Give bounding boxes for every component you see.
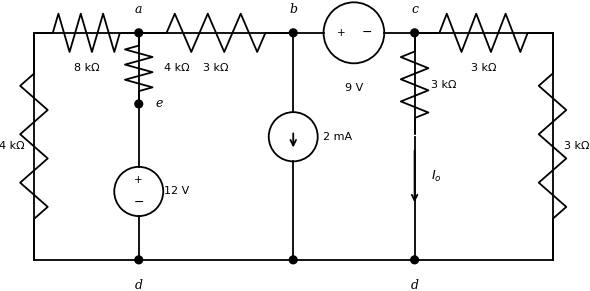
Text: −: − [362, 26, 372, 39]
Circle shape [135, 29, 143, 37]
Text: 12 V: 12 V [163, 187, 189, 196]
Text: 3 kΩ: 3 kΩ [431, 80, 457, 90]
Text: +: + [337, 28, 346, 38]
Circle shape [135, 256, 143, 264]
Text: b: b [289, 3, 297, 16]
Text: a: a [135, 3, 143, 16]
Text: 2 mA: 2 mA [323, 132, 352, 142]
Text: $I_o$: $I_o$ [431, 169, 442, 184]
Text: −: − [133, 196, 144, 209]
Text: d: d [411, 279, 418, 291]
Text: 3 kΩ: 3 kΩ [563, 141, 589, 151]
Text: +: + [135, 175, 143, 185]
Circle shape [411, 256, 418, 264]
Text: 9 V: 9 V [345, 83, 363, 93]
Text: 4 kΩ: 4 kΩ [163, 63, 189, 73]
Text: 4 kΩ: 4 kΩ [0, 141, 25, 151]
Circle shape [289, 29, 297, 37]
Text: d: d [135, 279, 143, 291]
Text: 3 kΩ: 3 kΩ [203, 63, 229, 73]
Circle shape [289, 256, 297, 264]
Text: 8 kΩ: 8 kΩ [74, 63, 99, 73]
Text: e: e [155, 97, 163, 111]
Circle shape [135, 100, 143, 108]
Text: c: c [411, 3, 418, 16]
Circle shape [411, 29, 418, 37]
Text: 3 kΩ: 3 kΩ [471, 63, 496, 73]
